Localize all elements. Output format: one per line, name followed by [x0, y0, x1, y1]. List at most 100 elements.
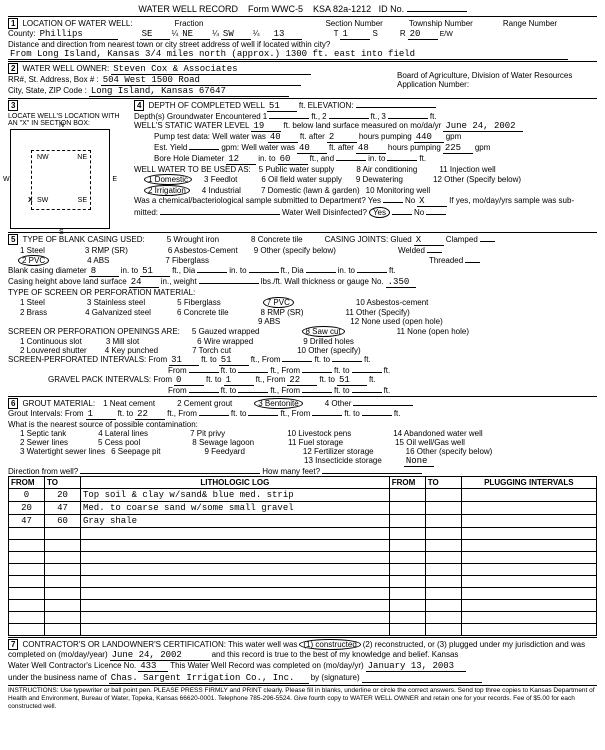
- rng-r: R: [400, 29, 406, 38]
- chem-yes: [383, 202, 403, 203]
- p3: 3 Watertight sewer lines: [20, 447, 105, 456]
- static-sfx: ft. below land surface measured on mo/da…: [283, 121, 441, 130]
- ksa: KSA 82a-1212: [313, 4, 371, 14]
- g4-blank: [353, 405, 413, 406]
- hrs: hours pumping: [359, 132, 412, 141]
- gi2: 22: [135, 409, 165, 420]
- section-7: 7 CONTRACTOR'S OR LANDOWNER'S CERTIFICAT…: [8, 637, 597, 685]
- dir-blank: [80, 473, 260, 474]
- gpi3: 22: [287, 375, 317, 386]
- sc7: 7 PVC: [263, 297, 294, 308]
- wt-blank: [199, 283, 259, 284]
- city: Long Island, Kansas 67647: [89, 86, 289, 97]
- gw3: 3: [381, 112, 385, 121]
- bcd4: [249, 272, 279, 273]
- sec7-num: 7: [8, 639, 18, 650]
- c2: 2 PVC: [18, 255, 49, 266]
- o9: 9 Drilled holes: [303, 337, 354, 346]
- ftto7: ft. to: [221, 386, 237, 395]
- c9: 9 Other (specify below): [254, 246, 336, 255]
- disinf-yes: Yes: [369, 207, 390, 218]
- use10: 10 Monitoring well: [366, 186, 430, 195]
- est-blank: [189, 149, 219, 150]
- mitted: mitted:: [134, 208, 158, 217]
- secnum-lbl: Section Number: [325, 19, 382, 28]
- gpi2: 1: [224, 375, 254, 386]
- est1: 40: [297, 143, 327, 154]
- bcd3: [197, 272, 227, 273]
- sc9: 9 ABS: [258, 317, 280, 326]
- sec3-num: 3: [8, 100, 18, 111]
- header: WATER WELL RECORD Form WWC-5 KSA 82a-121…: [8, 4, 597, 14]
- q3: ¼: [253, 29, 260, 38]
- ne-label: NE: [77, 154, 87, 161]
- r1f: 20: [9, 502, 45, 515]
- bus: under the business name of: [8, 673, 107, 682]
- gpm2: 225: [443, 143, 473, 154]
- gw3-blank: [388, 118, 428, 119]
- form: Form WWC-5: [248, 4, 303, 14]
- c8: 8 Concrete tile: [251, 235, 303, 244]
- pump-lbl: Pump test data: Well water was: [154, 132, 266, 141]
- sc1: 1 Steel: [20, 298, 45, 307]
- src-lbl: What is the nearest source of possible c…: [8, 420, 198, 429]
- from4: ft., From: [270, 386, 300, 395]
- table-row: [9, 588, 597, 600]
- frac-lbl: Fraction: [175, 19, 204, 28]
- title: WATER WELL RECORD: [138, 4, 238, 14]
- ftto-g1: ft. to: [118, 409, 134, 418]
- depth: 51: [267, 101, 297, 112]
- c5: 5 Wrought iron: [167, 235, 219, 244]
- into-b3: in. to: [338, 266, 355, 275]
- page: WATER WELL RECORD Form WWC-5 KSA 82a-121…: [0, 0, 605, 715]
- sec1-num: 1: [8, 18, 18, 29]
- use2: 2 Irrigation: [144, 185, 190, 196]
- compass-w: W: [3, 176, 10, 183]
- after1: ft. after: [300, 132, 325, 141]
- compass-s: S: [59, 229, 64, 236]
- threaded-blank: [465, 262, 480, 263]
- disinf: Water Well Disinfected?: [282, 208, 367, 217]
- none: None: [404, 456, 434, 467]
- compass-n: N: [59, 122, 64, 129]
- recdate-lbl: This Water Well Record was completed on …: [170, 661, 363, 670]
- table-row: [9, 612, 597, 624]
- s4-title: DEPTH OF COMPLETED WELL: [148, 101, 264, 110]
- spi8: [352, 372, 382, 373]
- sc10: 10 Asbestos-cement: [356, 298, 428, 307]
- bore3: [336, 160, 366, 161]
- use4: 4 Industrial: [202, 186, 241, 195]
- gpi1: 0: [174, 375, 204, 386]
- chem-no: No: [405, 196, 415, 205]
- threaded: Threaded: [429, 256, 463, 265]
- bcd-lbl: Blank casing diameter: [8, 266, 87, 275]
- r1d: Med. to coarse sand w/some small gravel: [81, 502, 390, 515]
- p11: 11 Fuel storage: [288, 438, 343, 447]
- th-log: LITHOLOGIC LOG: [81, 477, 390, 489]
- gauge: .350: [386, 277, 416, 288]
- o7: 7 Torch cut: [192, 346, 231, 355]
- p12: 12 Fertilizer storage: [303, 447, 374, 456]
- c3: 3 RMP (SR): [85, 246, 128, 255]
- dist: From Long Island, Kansas 3/4 miles north…: [8, 49, 568, 60]
- screen-title: TYPE OF SCREEN OR PERFORATION MATERIAL:: [8, 288, 195, 297]
- id-label: ID No.: [379, 4, 405, 14]
- addr: 504 West 1500 Road: [101, 75, 301, 86]
- gpi4: 51: [337, 375, 367, 386]
- x-mark: X: [28, 197, 33, 204]
- ftto3: ft. to: [221, 366, 237, 375]
- lbsft: lbs./ft. Wall thickness or gauge No.: [261, 277, 384, 286]
- p2: 2 Sewer lines: [20, 438, 68, 447]
- frac1: SE: [140, 29, 170, 40]
- id-blank: [407, 11, 467, 12]
- date1: June 24, 2002: [110, 650, 210, 661]
- bore1: 12: [226, 154, 256, 165]
- howmany: How many feet?: [262, 467, 320, 476]
- ftto2: ft. to: [314, 355, 330, 364]
- est-gpm: gpm: Well water was: [221, 143, 295, 152]
- section-2: 2 WATER WELL OWNER: Steven Cox & Associa…: [8, 61, 597, 98]
- welded: Welded: [398, 246, 425, 255]
- into-b2: in. to: [229, 266, 246, 275]
- o4: 4 Key punched: [105, 346, 158, 355]
- r0t: 20: [45, 489, 81, 502]
